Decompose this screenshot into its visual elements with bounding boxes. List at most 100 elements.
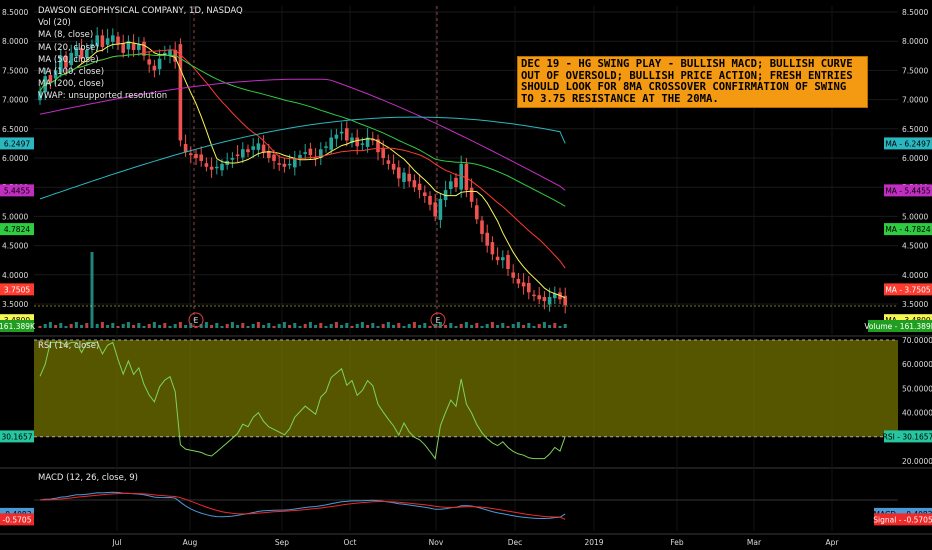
- volume-bar: [184, 325, 188, 328]
- time-axis-label: Feb: [670, 538, 684, 547]
- volume-bar: [553, 323, 557, 328]
- volume-bar: [480, 326, 484, 328]
- volume-bar: [345, 323, 349, 328]
- candle-body: [168, 49, 172, 56]
- candle-body: [454, 177, 458, 188]
- candle-body: [511, 272, 515, 278]
- legend-vwap: VWAP: unsupported resolution: [38, 91, 168, 102]
- candle-body: [334, 134, 339, 139]
- volume-bar: [204, 322, 208, 328]
- volume-bar: [355, 324, 359, 328]
- volume-bar: [168, 326, 172, 328]
- candle-body: [48, 75, 53, 83]
- volume-bar: [288, 325, 292, 328]
- volume-bar: [392, 325, 396, 328]
- rsi-line: [39, 341, 566, 460]
- annotation-note[interactable]: DEC 19 - HG SWING PLAY - BULLISH MACD; B…: [517, 56, 868, 108]
- earnings-marker-circle: [188, 312, 204, 328]
- volume-bar: [215, 323, 219, 328]
- candle-body: [433, 202, 437, 217]
- volume-bar: [381, 324, 385, 328]
- volume-bar: [470, 325, 474, 328]
- candle-body: [230, 158, 235, 160]
- volume-bar: [293, 323, 297, 328]
- price-axis-label-left: 6.5000: [2, 125, 28, 134]
- volume-bar: [350, 326, 354, 328]
- volume-bar: [121, 324, 125, 328]
- right-ma-tag: MA - 4.7824: [885, 225, 931, 234]
- candle-body: [126, 41, 131, 50]
- volume-bar: [173, 324, 177, 328]
- volume-bar: [100, 322, 104, 328]
- volume-bar: [147, 324, 151, 328]
- candle-body: [376, 139, 380, 153]
- macd-line: [39, 491, 566, 519]
- candle-body: [459, 163, 463, 190]
- time-axis-label: Dec: [508, 538, 523, 547]
- left-ma-tag-bg: [0, 184, 34, 197]
- candle-body: [277, 163, 281, 165]
- right-ma-tag: MA - 6.2497: [885, 139, 931, 148]
- volume-bar: [277, 324, 281, 328]
- volume-bar: [225, 324, 229, 328]
- price-axis-label-right: 4.5000: [902, 242, 928, 251]
- right-volume-tag: Volume - 161.389K: [864, 322, 932, 331]
- price-axis-label-left: 8.0000: [2, 37, 28, 46]
- time-axis-label: Sep: [275, 538, 289, 547]
- ma200-line: [39, 116, 566, 200]
- candle-body: [189, 153, 193, 156]
- time-axis-label: Mar: [747, 538, 762, 547]
- candle-body: [163, 52, 167, 56]
- price-axis-label-right: 6.5000: [902, 125, 928, 134]
- volume-bar: [360, 322, 364, 328]
- volume-bar: [199, 324, 203, 328]
- left-ma-tag-bg: [0, 137, 34, 150]
- candle-body: [449, 181, 453, 189]
- candle-body: [313, 157, 318, 159]
- candle-body: [402, 172, 406, 182]
- left-signal-tag-bg: [0, 513, 34, 526]
- time-axis-label: Nov: [429, 538, 444, 547]
- volume-bar: [74, 322, 78, 328]
- right-volume-tag-bg: [868, 320, 932, 332]
- candle-body: [547, 296, 552, 305]
- volume-bar: [438, 322, 442, 328]
- candle-body: [360, 143, 365, 145]
- candle-body: [350, 137, 354, 143]
- candle-body: [267, 150, 271, 158]
- candle-body: [256, 143, 261, 150]
- candle-body: [209, 166, 214, 170]
- volume-bar: [69, 324, 73, 328]
- volume-bar: [464, 322, 468, 328]
- price-axis-label-right: 7.0000: [902, 96, 928, 105]
- volume-bars: [38, 252, 567, 328]
- legend-ma8: MA (8, close): [38, 30, 94, 41]
- volume-bar: [256, 322, 260, 328]
- candle-body: [345, 128, 349, 141]
- volume-bar: [85, 323, 89, 328]
- volume-bar: [412, 322, 416, 328]
- volume-bar: [64, 326, 68, 328]
- volume-bar: [189, 323, 193, 328]
- volume-bar: [459, 324, 463, 328]
- price-axis-label-right: 3.5000: [902, 300, 928, 309]
- right-ma-tag: MA - 3.7505: [885, 285, 931, 294]
- right-ma-tag: MA - 5.4455: [885, 186, 931, 195]
- candle-body: [308, 148, 313, 156]
- ma20-line: [70, 49, 566, 269]
- candle-body: [469, 187, 474, 202]
- volume-bar: [230, 322, 234, 328]
- volume-bar: [298, 326, 302, 328]
- volume-bar: [106, 325, 110, 328]
- legend-ma200: MA (200, close): [38, 79, 105, 90]
- candle-body: [542, 296, 547, 302]
- volume-bar: [490, 322, 494, 328]
- volume-bar: [246, 326, 250, 328]
- right-rsi-tag-bg: [884, 430, 932, 443]
- volume-bar: [324, 326, 328, 328]
- right-ma-tag-bg: [884, 223, 932, 236]
- price-axis-label-left: 5.0000: [2, 212, 28, 221]
- chart-title: DAWSON GEOPHYSICAL COMPANY, 1D, NASDAQ: [38, 6, 243, 16]
- volume-bar: [59, 323, 63, 328]
